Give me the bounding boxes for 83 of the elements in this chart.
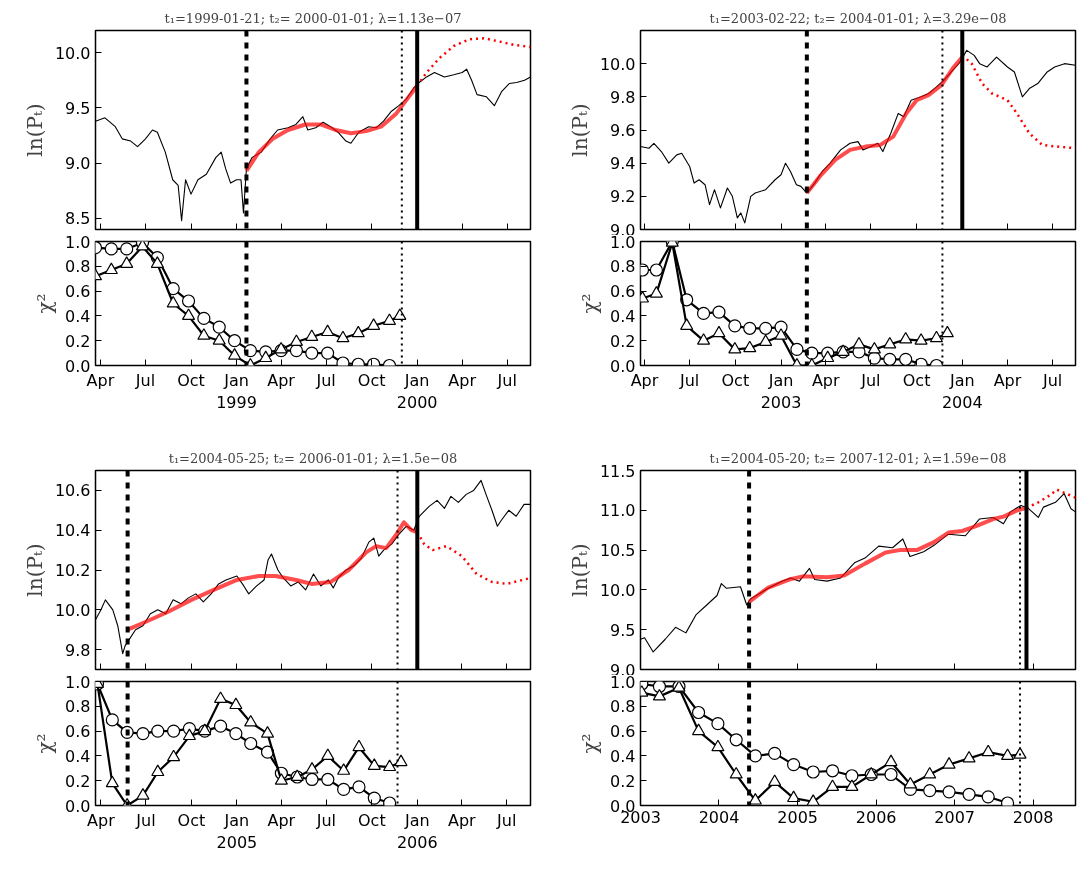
x-tick-label: Jul (315, 370, 336, 390)
y-tick-label: 10.0 (54, 43, 91, 63)
x-tick-label: Jul (135, 810, 156, 830)
y-tick-label: 11.5 (599, 461, 636, 481)
y-tick-label: 11.0 (599, 501, 636, 521)
y-tick-label: 1.0 (65, 232, 91, 252)
y-tick-label: 9.6 (610, 121, 636, 140)
chart-title: t₁=2003-02-22; t₂= 2004-01-01; λ=3.29e−08 (709, 10, 1007, 26)
x-tick-label: Jan 1999 (216, 370, 257, 413)
x-tick-label: Jan 2000 (396, 370, 438, 413)
y-tick-label: 0.6 (610, 282, 636, 302)
x-tick-label: Jul (860, 370, 881, 390)
x-tick-label: Oct (357, 370, 386, 390)
y-axis-title: ln(Pₜ) (22, 103, 47, 157)
y-tick-label: 10.4 (54, 521, 91, 541)
y-tick-label: 0.0 (65, 796, 91, 816)
x-tick-label: Apr (448, 370, 477, 390)
y-axis-title: χ² (578, 733, 603, 754)
x-tick-label: Oct (721, 370, 750, 390)
y-tick-label: 0.8 (610, 257, 636, 277)
y-tick-label: 9.0 (65, 154, 91, 174)
y-tick-label: 10.5 (599, 541, 636, 561)
y-tick-label: 10.6 (54, 481, 91, 501)
y-tick-label: 0.2 (65, 771, 91, 791)
y-tick-label: 9.8 (65, 640, 91, 660)
x-tick-label: 2005 (777, 807, 819, 827)
y-tick-label: 0.8 (65, 257, 91, 277)
y-tick-label: 10.0 (599, 580, 636, 600)
y-tick-label: 1.0 (65, 672, 91, 692)
x-tick-label: Jul (679, 370, 700, 390)
x-tick-label: Apr (267, 810, 296, 830)
x-tick-label: 2006 (855, 807, 897, 827)
x-tick-label: Oct (357, 810, 386, 830)
x-tick-label: Jul (496, 370, 517, 390)
x-tick-label: Jan 2003 (760, 370, 802, 413)
x-tick-label: Jul (315, 810, 337, 830)
y-tick-label: 0.0 (65, 356, 91, 376)
y-axis-title: ln(Pₜ) (567, 543, 592, 597)
y-tick-label: 0.4 (610, 746, 636, 766)
x-tick-label: Jul (134, 370, 156, 390)
x-tick-label: Jul (496, 810, 517, 830)
y-tick-label: 8.5 (65, 209, 91, 229)
x-tick-label: Oct (177, 810, 206, 830)
y-axis-title: χ² (33, 293, 58, 314)
y-axis-title: χ² (578, 293, 603, 314)
y-tick-label: 0.8 (610, 697, 636, 717)
y-tick-label: 9.5 (65, 98, 91, 118)
y-axis-title: χ² (33, 733, 58, 754)
x-tick-label: Jan 2004 (941, 370, 983, 413)
x-tick-label: Apr (993, 370, 1022, 390)
chart-title: t₁=2004-05-25; t₂= 2006-01-01; λ=1.5e−08 (168, 450, 458, 466)
x-tick-label: Apr (811, 370, 840, 390)
x-tick-label: Apr (267, 370, 296, 390)
y-tick-label: 0.4 (65, 306, 91, 326)
y-tick-label: 0.6 (610, 722, 636, 742)
chart-title: t₁=2004-05-20; t₂= 2007-12-01; λ=1.59e−08 (709, 450, 1007, 466)
y-tick-label: 0.4 (65, 746, 91, 766)
x-tick-label: Jan 2005 (216, 810, 258, 853)
y-tick-label: 0.8 (65, 697, 91, 717)
x-tick-label: 2007 (934, 807, 976, 827)
x-tick-label: 2004 (698, 807, 740, 827)
y-tick-label: 10.0 (54, 600, 91, 620)
y-tick-label: 10.0 (599, 54, 636, 74)
y-tick-label: 0.4 (610, 306, 636, 326)
x-tick-label: Oct (177, 370, 205, 390)
x-tick-label: Jul (1042, 370, 1063, 390)
y-tick-label: 0.2 (610, 331, 636, 351)
x-tick-label: 2008 (1012, 807, 1054, 827)
y-tick-label: 0.2 (65, 331, 91, 351)
x-tick-label: Jan 2006 (396, 810, 438, 853)
y-tick-label: 0.2 (610, 771, 636, 791)
y-axis-title: ln(Pₜ) (567, 103, 592, 157)
y-tick-label: 9.4 (610, 154, 636, 174)
y-tick-label: 9.5 (610, 620, 636, 640)
y-tick-label: 0.6 (65, 722, 91, 742)
y-tick-label: 0.6 (65, 282, 91, 302)
x-tick-label: Apr (447, 810, 477, 830)
y-tick-label: 9.2 (610, 187, 636, 207)
x-tick-label: Oct (902, 370, 931, 390)
y-tick-label: 9.8 (610, 87, 636, 107)
y-tick-label: 10.2 (54, 561, 91, 580)
chart-title: t₁=1999-01-21; t₂= 2000-01-01; λ=1.13e−07 (164, 10, 462, 26)
y-axis-title: ln(Pₜ) (22, 543, 47, 597)
